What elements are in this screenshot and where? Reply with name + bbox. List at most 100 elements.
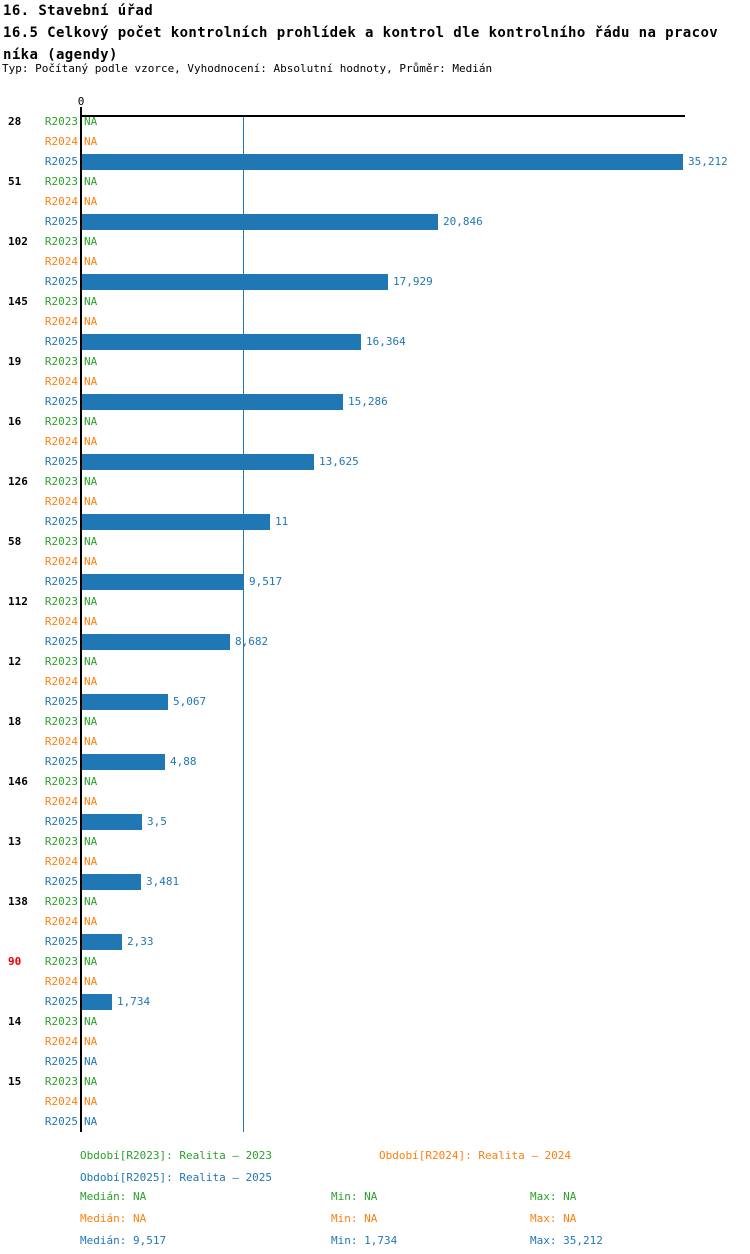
chart-row: R2024 NA	[0, 252, 750, 272]
period-label-r2023: R2023	[44, 115, 78, 128]
period-label-r2025: R2025	[44, 575, 78, 588]
group-label: 90	[8, 955, 22, 968]
na-label: NA	[84, 1015, 98, 1028]
na-label: NA	[84, 1075, 98, 1088]
period-label-r2024: R2024	[44, 435, 78, 448]
stat-min-r2024: Min: NA	[331, 1212, 378, 1225]
chart-row: 12 R2023 NA	[0, 652, 750, 672]
legend-item-r2024: Období[R2024]: Realita – 2024	[379, 1149, 572, 1162]
chart-row: R2024 NA	[0, 552, 750, 572]
na-label: NA	[84, 795, 98, 808]
legend-item-r2025: Období[R2025]: Realita – 2025	[80, 1171, 273, 1184]
chart-row: R2025 2,33	[0, 932, 750, 952]
legend-item-r2023: Období[R2023]: Realita – 2023	[80, 1149, 273, 1162]
period-label-r2023: R2023	[44, 895, 78, 908]
chart-row: R2024 NA	[0, 372, 750, 392]
chart-row: 16 R2023 NA	[0, 412, 750, 432]
na-label: NA	[84, 955, 98, 968]
stat-median-r2024: Medián: NA	[80, 1212, 147, 1225]
stat-min-r2025: Min: 1,734	[331, 1234, 398, 1247]
period-label-r2024: R2024	[44, 195, 78, 208]
period-label-r2024: R2024	[44, 615, 78, 628]
period-label-r2024: R2024	[44, 915, 78, 928]
y-axis-line	[80, 107, 82, 1132]
group-label: 102	[8, 235, 28, 248]
period-label-r2023: R2023	[44, 955, 78, 968]
bar-r2025	[82, 994, 112, 1010]
na-label: NA	[84, 375, 98, 388]
bar-value-label: 13,625	[319, 455, 359, 468]
group-label: 112	[8, 595, 28, 608]
bar-value-label: 3,481	[146, 875, 180, 888]
chart-row: R2024 NA	[0, 312, 750, 332]
bar-value-label: 16,364	[366, 335, 406, 348]
stat-max-r2025: Max: 35,212	[530, 1234, 603, 1247]
group-label: 28	[8, 115, 22, 128]
chart-row: 112 R2023 NA	[0, 592, 750, 612]
chart-row: 13 R2023 NA	[0, 832, 750, 852]
chart-row: 18 R2023 NA	[0, 712, 750, 732]
bar-r2025	[82, 934, 122, 950]
chart-row: R2024 NA	[0, 672, 750, 692]
bar-value-label: 35,212	[688, 155, 728, 168]
chart-subtitle-line1: 16.5 Celkový počet kontrolních prohlídek…	[3, 25, 719, 41]
period-label-r2025: R2025	[44, 455, 78, 468]
x-axis-line	[80, 115, 685, 117]
period-label-r2024: R2024	[44, 795, 78, 808]
bar-r2025	[82, 694, 168, 710]
na-label: NA	[84, 435, 98, 448]
period-label-r2024: R2024	[44, 255, 78, 268]
chart-row: R2025 20,846	[0, 212, 750, 232]
na-label: NA	[84, 735, 98, 748]
period-label-r2023: R2023	[44, 175, 78, 188]
period-label-r2024: R2024	[44, 975, 78, 988]
na-label: NA	[84, 1055, 98, 1068]
na-label: NA	[84, 115, 98, 128]
bar-value-label: 1,734	[117, 995, 151, 1008]
chart-row: R2024 NA	[0, 492, 750, 512]
chart-row: 145 R2023 NA	[0, 292, 750, 312]
bar-value-label: 20,846	[443, 215, 483, 228]
chart-row: R2024 NA	[0, 1092, 750, 1112]
na-label: NA	[84, 235, 98, 248]
group-label: 126	[8, 475, 28, 488]
group-label: 12	[8, 655, 22, 668]
bar-r2025	[82, 454, 314, 470]
chart-row: R2025 1,734	[0, 992, 750, 1012]
chart-row: R2024 NA	[0, 792, 750, 812]
na-label: NA	[84, 715, 98, 728]
chart-row: R2024 NA	[0, 972, 750, 992]
chart-row: R2025 35,212	[0, 152, 750, 172]
chart-row: R2025 NA	[0, 1112, 750, 1132]
chart-row: R2024 NA	[0, 132, 750, 152]
group-label: 14	[8, 1015, 22, 1028]
period-label-r2025: R2025	[44, 935, 78, 948]
group-label: 146	[8, 775, 28, 788]
na-label: NA	[84, 195, 98, 208]
chart-row: R2025 8,682	[0, 632, 750, 652]
group-label: 16	[8, 415, 22, 428]
bar-value-label: 17,929	[393, 275, 433, 288]
na-label: NA	[84, 595, 98, 608]
na-label: NA	[84, 135, 98, 148]
bar-r2025	[82, 334, 361, 350]
period-label-r2025: R2025	[44, 515, 78, 528]
period-label-r2024: R2024	[44, 555, 78, 568]
na-label: NA	[84, 655, 98, 668]
na-label: NA	[84, 775, 98, 788]
na-label: NA	[84, 475, 98, 488]
bar-value-label: 8,682	[235, 635, 269, 648]
chart-row: 138 R2023 NA	[0, 892, 750, 912]
bar-r2025	[82, 214, 438, 230]
bar-r2025	[82, 514, 270, 530]
x-axis-zero-tick-label: 0	[77, 95, 85, 108]
period-label-r2024: R2024	[44, 1095, 78, 1108]
na-label: NA	[84, 555, 98, 568]
na-label: NA	[84, 1115, 98, 1128]
chart-row: 90 R2023 NA	[0, 952, 750, 972]
bar-r2025	[82, 154, 683, 170]
chart-row: 102 R2023 NA	[0, 232, 750, 252]
bar-value-label: 15,286	[348, 395, 388, 408]
chart-row: R2024 NA	[0, 432, 750, 452]
period-label-r2025: R2025	[44, 215, 78, 228]
